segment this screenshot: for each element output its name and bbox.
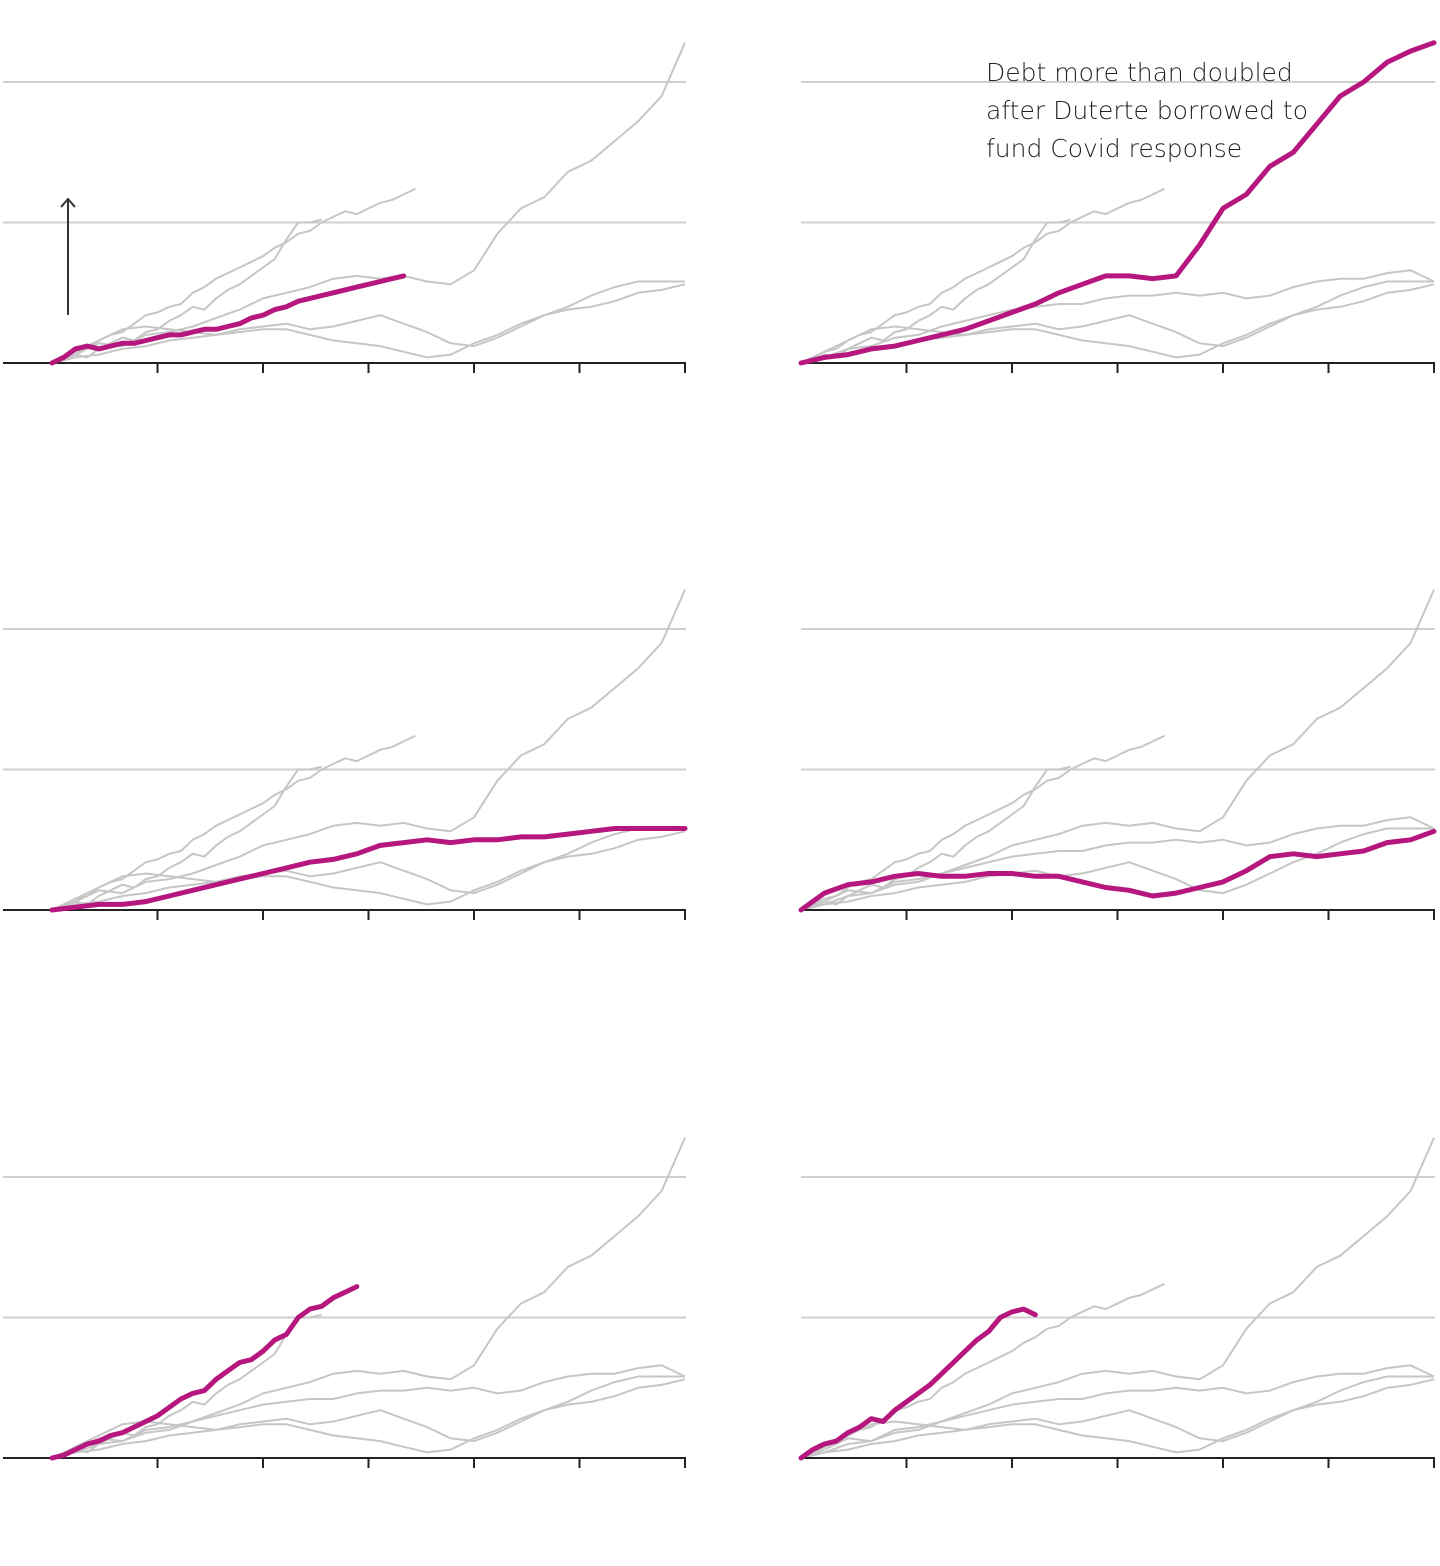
panel-6 (798, 1137, 1435, 1468)
context-line (800, 1378, 1435, 1459)
highlight-line (798, 828, 1437, 913)
context-line (51, 218, 322, 364)
panel-1 (3, 42, 686, 373)
panel-4 (798, 589, 1437, 920)
highlight-line (49, 273, 407, 366)
context-line (51, 830, 686, 911)
context-line (800, 827, 1434, 911)
context-line (51, 42, 686, 364)
highlight-line (49, 1284, 360, 1461)
context-line (51, 827, 685, 911)
context-line (51, 280, 685, 364)
context-line (51, 1378, 686, 1459)
up-arrow-icon (60, 197, 76, 315)
context-line (51, 1364, 686, 1459)
context-line (800, 1364, 1435, 1459)
context-line (51, 589, 686, 911)
context-line (51, 283, 686, 364)
context-line (51, 1137, 686, 1459)
panel-2 (798, 40, 1437, 373)
highlight-line (798, 1306, 1038, 1461)
context-line (800, 283, 1435, 364)
highlight-line (49, 826, 688, 913)
context-line (800, 280, 1434, 364)
context-line (800, 218, 1071, 364)
panel-3 (3, 589, 688, 920)
context-line (51, 765, 322, 911)
context-line (51, 1375, 685, 1459)
context-line (800, 816, 1435, 911)
highlight-line (798, 40, 1437, 366)
covid-debt-annotation: Debt more than doubled after Duterte bor… (986, 58, 1308, 163)
panel-5 (3, 1137, 686, 1468)
context-line (800, 1137, 1435, 1459)
context-line (800, 1375, 1434, 1459)
context-line (800, 269, 1435, 364)
context-line (800, 589, 1435, 911)
